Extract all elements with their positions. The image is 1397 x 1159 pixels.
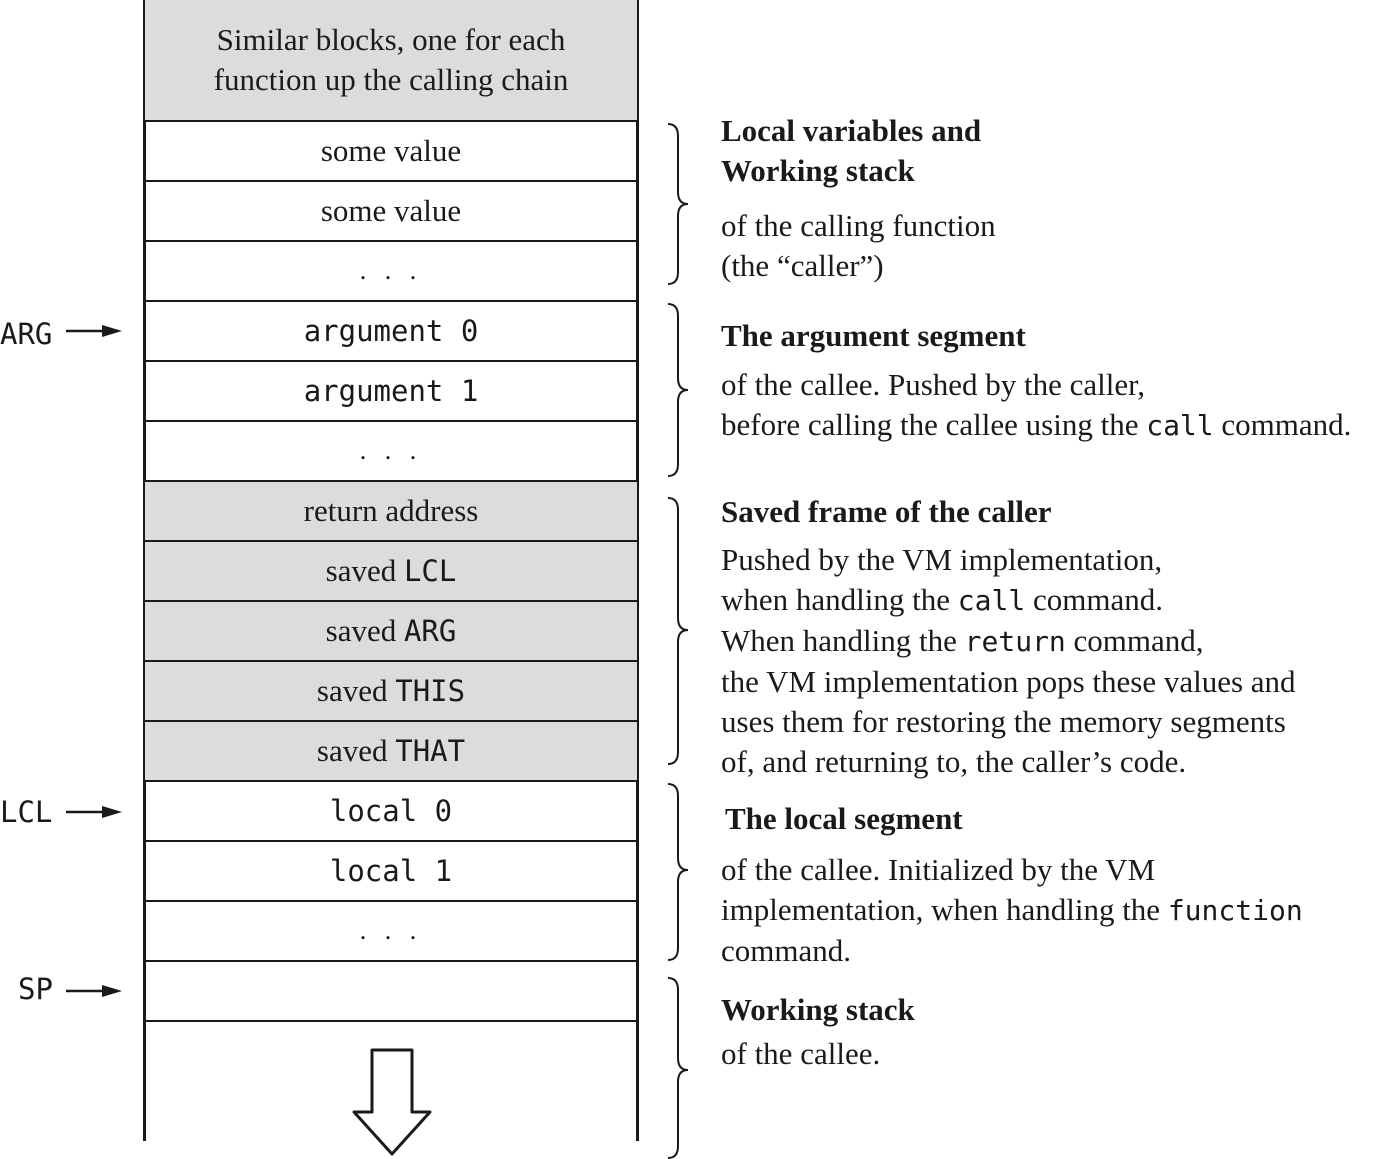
code-span: call (1146, 409, 1214, 442)
cell-label: . . . (359, 916, 423, 945)
desc-local-segment-title: The local segment (725, 801, 963, 836)
stack-cell-caller-ellipsis: . . . (145, 242, 637, 302)
desc-caller-locals-title-1: Local variables and (721, 113, 982, 148)
cell-label: local 0 (329, 794, 453, 828)
stack-cell-local-ellipsis: . . . (145, 902, 637, 962)
desc-saved-frame-line-1: Pushed by the VM implementation, (721, 542, 1163, 577)
desc-caller-locals-title-2: Working stack (721, 153, 915, 188)
desc-callee-working-stack-line-1: of the callee. (721, 1036, 881, 1071)
brace-argument-segment-icon (667, 303, 689, 477)
cell-code: LCL (403, 554, 457, 588)
lcl-pointer-label: LCL (0, 795, 53, 829)
cell-label: saved (325, 553, 404, 588)
cell-code: THAT (395, 734, 466, 768)
desc-local-segment: The local segment (725, 799, 1397, 839)
cell-label: . . . (359, 256, 423, 285)
text-span: When handling the (721, 623, 965, 658)
stack-cell-caller-value-1: some value (145, 122, 637, 182)
desc-saved-frame-line-5: uses them for restoring the memory segme… (721, 704, 1286, 739)
text-span: when handling the (721, 582, 958, 617)
cell-label: argument 0 (303, 314, 479, 348)
desc-argument-segment-title: The argument segment (721, 318, 1026, 353)
desc-local-segment-line-1: of the callee. Initialized by the VM (721, 852, 1156, 887)
cell-label: local 1 (329, 854, 453, 888)
cell-label: saved (316, 673, 396, 708)
stack-cell-saved-this: saved THIS (145, 662, 637, 722)
cell-label: saved (316, 733, 396, 768)
text-span: command. (1213, 407, 1352, 442)
stack-cell-saved-that: saved THAT (145, 722, 637, 782)
stack-cell-argument-0: argument 0 (145, 302, 637, 362)
stack-cell-caller-value-2: some value (145, 182, 637, 242)
stack-cell-return-address: return address (145, 482, 637, 542)
desc-saved-frame-line-2: when handling the call command. (721, 580, 1397, 621)
stack-cell-saved-arg: saved ARG (145, 602, 637, 662)
sp-pointer-arrow-icon (66, 985, 122, 997)
text-span: implementation, when handling the (721, 892, 1168, 927)
cell-label: some value (320, 133, 462, 168)
cell-label: return address (303, 493, 479, 528)
cell-label: some value (320, 193, 462, 228)
sp-pointer-label: SP (18, 972, 53, 1006)
desc-local-segment-body: of the callee. Initialized by the VM imp… (721, 850, 1397, 971)
desc-saved-frame: Saved frame of the caller Pushed by the … (721, 492, 1397, 782)
arg-pointer-label: ARG (0, 317, 53, 351)
desc-caller-locals-line-2: (the “caller”) (721, 248, 884, 283)
text-span: command, (1065, 623, 1204, 658)
stack-cell-sp-slot (145, 962, 637, 1022)
desc-caller-locals: Local variables and Working stack of the… (721, 111, 1397, 286)
desc-saved-frame-line-3: When handling the return command, (721, 621, 1397, 662)
cell-label: saved (325, 613, 404, 648)
stack-growth-arrow-icon (352, 1048, 432, 1156)
stack-cell-saved-lcl: saved LCL (145, 542, 637, 602)
caller-chain-label: Similar blocks, one for each function up… (213, 22, 569, 97)
caller-chain-block: Similar blocks, one for each function up… (145, 0, 637, 122)
desc-caller-locals-line-1: of the calling function (721, 208, 996, 243)
stack-cell-local-0: local 0 (145, 782, 637, 842)
stack-right-wall (636, 0, 639, 1141)
code-span: return (964, 625, 1066, 658)
code-span: function (1167, 894, 1303, 927)
stack-cell-argument-ellipsis: . . . (145, 422, 637, 482)
desc-argument-segment-line-2: before calling the callee using the call… (721, 405, 1397, 446)
desc-local-segment-line-2: implementation, when handling the functi… (721, 890, 1397, 931)
cell-label: . . . (359, 436, 423, 465)
cell-code: ARG (403, 614, 457, 648)
stack-cell-local-1: local 1 (145, 842, 637, 902)
desc-callee-working-stack-title: Working stack (721, 992, 915, 1027)
desc-saved-frame-title: Saved frame of the caller (721, 494, 1052, 529)
cell-code: THIS (395, 674, 466, 708)
cell-label: argument 1 (303, 374, 479, 408)
desc-saved-frame-line-6: of, and returning to, the caller’s code. (721, 744, 1187, 779)
text-span: before calling the callee using the (721, 407, 1147, 442)
code-span: call (957, 584, 1026, 617)
desc-local-segment-line-3: command. (721, 933, 851, 968)
desc-argument-segment: The argument segment of the callee. Push… (721, 316, 1397, 446)
desc-saved-frame-line-4: the VM implementation pops these values … (721, 664, 1296, 699)
brace-caller-locals-icon (667, 123, 689, 285)
desc-argument-segment-line-1: of the callee. Pushed by the caller, (721, 367, 1145, 402)
text-span: command. (1025, 582, 1163, 617)
stack-left-wall (143, 0, 146, 1141)
stack-cell-argument-1: argument 1 (145, 362, 637, 422)
brace-saved-frame-icon (667, 497, 689, 765)
brace-local-segment-icon (667, 783, 689, 961)
desc-callee-working-stack: Working stack of the callee. (721, 990, 1397, 1074)
brace-callee-working-stack-icon (667, 977, 689, 1159)
lcl-pointer-arrow-icon (66, 806, 122, 818)
arg-pointer-arrow-icon (66, 325, 122, 337)
